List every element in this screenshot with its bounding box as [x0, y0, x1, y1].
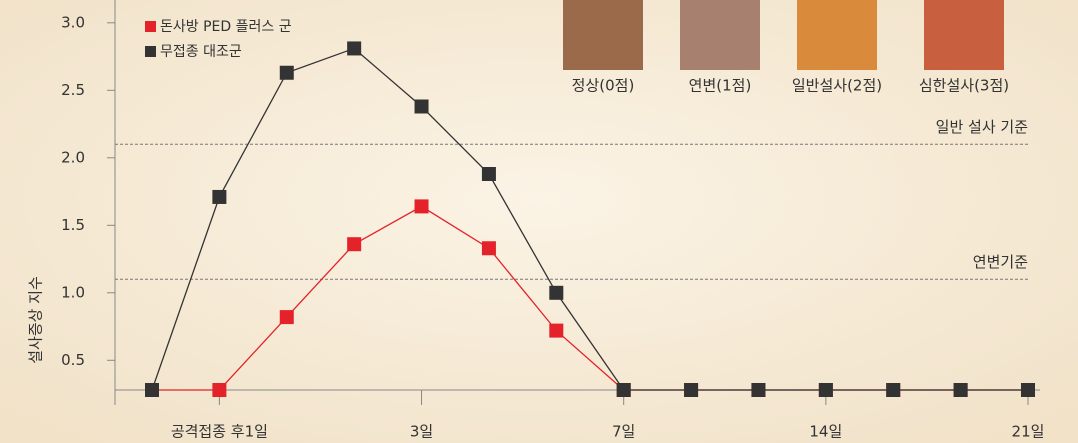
data-point: [549, 286, 563, 300]
data-point: [212, 383, 226, 397]
y-tick-label: 1.0: [61, 283, 85, 301]
photo-caption: 연변(1점): [689, 77, 752, 95]
photo-caption: 정상(0점): [572, 77, 635, 95]
data-point: [482, 167, 496, 181]
reference-label: 일반 설사 기준: [936, 118, 1029, 136]
data-point: [280, 310, 294, 324]
y-axis-label: 설사증상 지수: [27, 276, 45, 364]
data-point: [280, 66, 294, 80]
data-point: [415, 199, 429, 213]
data-point: [415, 100, 429, 114]
x-tick-label: 3일: [410, 423, 433, 441]
data-point: [684, 383, 698, 397]
y-tick-label: 2.0: [61, 148, 85, 166]
y-tick-label: 0.5: [61, 351, 85, 369]
legend-label: 무접종 대조군: [160, 44, 242, 60]
photo: [924, 0, 1004, 70]
x-tick-label: 7일: [612, 423, 635, 441]
x-tick-label: 21일: [1012, 423, 1045, 441]
data-point: [347, 237, 361, 251]
data-point: [751, 383, 765, 397]
y-tick-label: 1.5: [61, 216, 85, 234]
data-point: [1021, 383, 1035, 397]
photo: [797, 0, 877, 70]
legend-swatch: [145, 46, 156, 57]
chart: 정상(0점) 연변(1점) 일반설사(2점) 심한설사(3점) 설사증상 지수 …: [0, 0, 1078, 443]
photo: [563, 0, 643, 70]
data-point: [347, 41, 361, 55]
data-point: [886, 383, 900, 397]
background: [0, 0, 1078, 443]
data-point: [482, 241, 496, 255]
x-tick-label: 공격접종 후1일: [171, 423, 268, 441]
data-point: [145, 383, 159, 397]
data-point: [617, 383, 631, 397]
reference-label: 연변기준: [973, 253, 1028, 271]
photo: [680, 0, 760, 70]
y-tick-label: 3.0: [61, 13, 85, 31]
data-point: [819, 383, 833, 397]
data-point: [212, 190, 226, 204]
legend-swatch: [145, 21, 156, 32]
data-point: [549, 324, 563, 338]
legend-label: 돈사방 PED 플러스 군: [160, 19, 292, 35]
photo-caption: 심한설사(3점): [919, 77, 1009, 95]
x-tick-label: 14일: [809, 423, 842, 441]
data-point: [954, 383, 968, 397]
y-tick-label: 2.5: [61, 81, 85, 99]
photo-caption: 일반설사(2점): [792, 77, 882, 95]
